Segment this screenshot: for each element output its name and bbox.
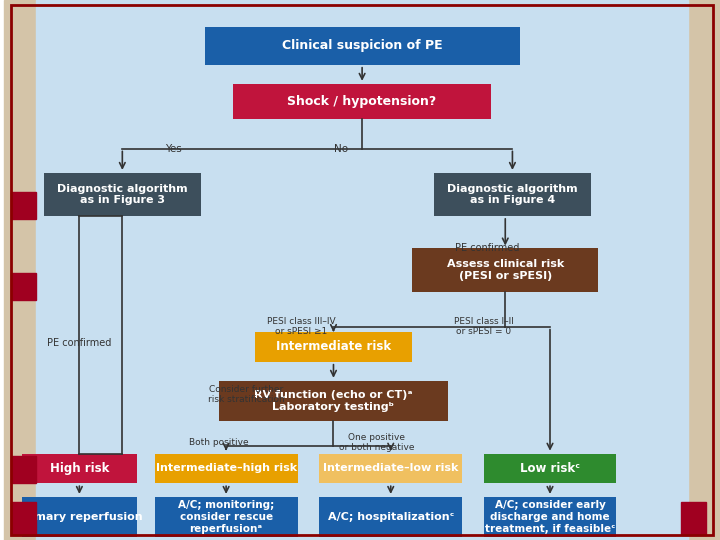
Text: No: No	[333, 144, 348, 153]
FancyBboxPatch shape	[233, 84, 491, 119]
Bar	[688, 0, 720, 540]
Text: Both positive: Both positive	[189, 438, 249, 447]
Text: Intermediate–high risk: Intermediate–high risk	[156, 463, 297, 474]
Text: Clinical suspicion of PE: Clinical suspicion of PE	[282, 39, 442, 52]
Text: One positive
or both negative: One positive or both negative	[338, 433, 414, 453]
Text: Yes: Yes	[166, 144, 182, 153]
Bar	[12, 273, 36, 300]
Text: RV function (echo or CT)ᵃ
Laboratory testingᵇ: RV function (echo or CT)ᵃ Laboratory tes…	[254, 390, 413, 411]
Text: A/C; consider early
discharge and home
treatment, if feasibleᶜ: A/C; consider early discharge and home t…	[485, 501, 615, 534]
FancyBboxPatch shape	[204, 27, 520, 65]
Text: PE confirmed: PE confirmed	[48, 338, 112, 348]
FancyBboxPatch shape	[155, 454, 297, 483]
Text: High risk: High risk	[50, 462, 109, 475]
Text: Primary reperfusion: Primary reperfusion	[17, 512, 142, 522]
Bar	[12, 192, 36, 219]
FancyBboxPatch shape	[484, 454, 616, 483]
FancyBboxPatch shape	[255, 332, 413, 362]
Text: Shock / hypotension?: Shock / hypotension?	[287, 94, 437, 108]
FancyBboxPatch shape	[219, 381, 448, 421]
Bar	[12, 456, 36, 483]
Text: PESI class III–IV
or sPESI ≥1: PESI class III–IV or sPESI ≥1	[267, 317, 336, 336]
FancyBboxPatch shape	[22, 497, 137, 537]
Bar	[4, 0, 37, 540]
Text: Diagnostic algorithm
as in Figure 3: Diagnostic algorithm as in Figure 3	[57, 184, 188, 205]
Text: Low riskᶜ: Low riskᶜ	[520, 462, 580, 475]
FancyBboxPatch shape	[319, 497, 462, 537]
Text: Intermediate–low risk: Intermediate–low risk	[323, 463, 459, 474]
FancyBboxPatch shape	[484, 497, 616, 537]
FancyBboxPatch shape	[22, 454, 137, 483]
FancyBboxPatch shape	[319, 454, 462, 483]
Text: Intermediate risk: Intermediate risk	[276, 340, 391, 354]
FancyBboxPatch shape	[433, 173, 591, 216]
Text: Assess clinical risk
(PESI or sPESI): Assess clinical risk (PESI or sPESI)	[446, 259, 564, 281]
Text: A/C; monitoring;
consider rescue
reperfusionᵃ: A/C; monitoring; consider rescue reperfu…	[178, 501, 274, 534]
FancyBboxPatch shape	[155, 497, 297, 537]
Bar	[680, 502, 706, 535]
Text: PESI class I–II
or sPESI = 0: PESI class I–II or sPESI = 0	[454, 317, 514, 336]
Text: A/C; hospitalizationᶜ: A/C; hospitalizationᶜ	[328, 512, 454, 522]
Text: Consider further
risk stratification: Consider further risk stratification	[208, 384, 285, 404]
Text: Diagnostic algorithm
as in Figure 4: Diagnostic algorithm as in Figure 4	[447, 184, 577, 205]
Text: PE confirmed: PE confirmed	[455, 244, 520, 253]
FancyBboxPatch shape	[413, 248, 598, 292]
FancyBboxPatch shape	[44, 173, 201, 216]
Bar	[12, 502, 37, 535]
